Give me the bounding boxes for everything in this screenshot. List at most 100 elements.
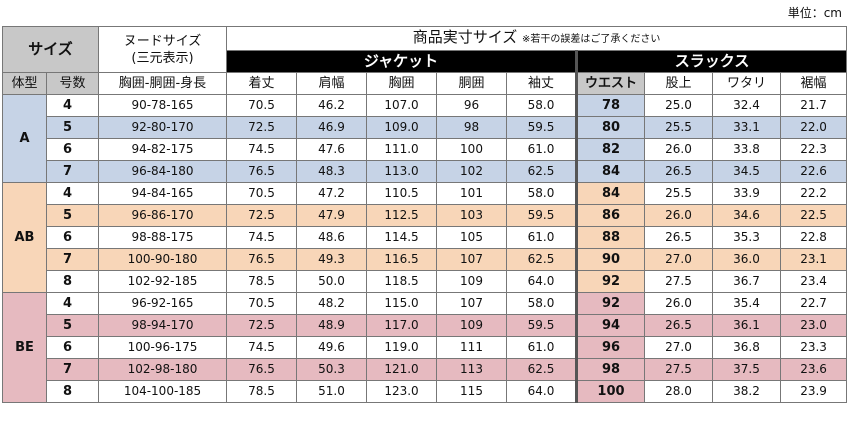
length-cell: 70.5 <box>226 292 297 315</box>
shoulder-cell: 48.2 <box>296 292 367 315</box>
shoulder-cell: 49.6 <box>296 336 367 359</box>
hem-cell: 23.9 <box>779 380 848 403</box>
jacket-waist-cell: 100 <box>436 138 507 161</box>
thigh-cell: 33.1 <box>712 116 781 139</box>
thigh-cell: 36.7 <box>712 270 781 293</box>
waist-cell: 78 <box>575 94 645 117</box>
col-sleeve: 袖丈 <box>506 72 577 95</box>
length-cell: 72.5 <box>226 314 297 337</box>
jacket-waist-cell: 101 <box>436 182 507 205</box>
rise-cell: 27.0 <box>644 248 713 271</box>
shoulder-cell: 48.9 <box>296 314 367 337</box>
shoulder-cell: 46.9 <box>296 116 367 139</box>
length-cell: 74.5 <box>226 226 297 249</box>
table-row: 8 104-100-185 78.5 51.0 123.0 115 64.0 100 28.0 3… <box>3 380 848 403</box>
sleeve-cell: 59.5 <box>506 314 577 337</box>
size-number-cell: 5 <box>46 204 99 227</box>
size-number-cell: 4 <box>46 182 99 205</box>
sleeve-cell: 62.5 <box>506 160 577 183</box>
chest-cell: 123.0 <box>366 380 437 403</box>
jacket-waist-cell: 102 <box>436 160 507 183</box>
nude-size-cell: 104-100-185 <box>98 380 227 403</box>
waist-cell: 90 <box>575 248 645 271</box>
rise-cell: 26.5 <box>644 314 713 337</box>
size-number-cell: 4 <box>46 94 99 117</box>
nude-size-header: ヌードサイズ (三元表示) <box>98 26 227 73</box>
length-cell: 78.5 <box>226 270 297 293</box>
sleeve-cell: 61.0 <box>506 226 577 249</box>
body-type-cell: A <box>2 94 47 183</box>
col-hem: 裾幅 <box>779 72 848 95</box>
hem-cell: 23.4 <box>779 270 848 293</box>
shoulder-cell: 46.2 <box>296 94 367 117</box>
size-number-cell: 4 <box>46 292 99 315</box>
waist-cell: 84 <box>575 182 645 205</box>
waist-cell: 84 <box>575 160 645 183</box>
rise-cell: 27.0 <box>644 336 713 359</box>
table-row: 5 96-86-170 72.5 47.9 112.5 103 59.5 86 26.0 34.6… <box>3 204 848 227</box>
jacket-waist-cell: 115 <box>436 380 507 403</box>
jacket-header: ジャケット <box>226 50 577 73</box>
table-row: 8 102-92-185 78.5 50.0 118.5 109 64.0 92 27.5 36.… <box>3 270 848 293</box>
col-jacket-waist: 胴囲 <box>436 72 507 95</box>
hem-cell: 22.2 <box>779 182 848 205</box>
jacket-waist-cell: 109 <box>436 270 507 293</box>
table-row: BE 4 96-92-165 70.5 48.2 115.0 107 58.0 92 26.0 35… <box>2 292 848 403</box>
sleeve-cell: 58.0 <box>506 182 577 205</box>
hem-cell: 22.7 <box>779 292 848 315</box>
table-row: 7 100-90-180 76.5 49.3 116.5 107 62.5 90 27.0 36.… <box>3 248 848 271</box>
jacket-waist-cell: 107 <box>436 248 507 271</box>
length-cell: 76.5 <box>226 358 297 381</box>
hem-cell: 22.6 <box>779 160 848 183</box>
col-thigh: ワタリ <box>712 72 781 95</box>
waist-cell: 86 <box>575 204 645 227</box>
nude-size-cell: 98-94-170 <box>98 314 227 337</box>
nude-size-cell: 94-84-165 <box>98 182 227 205</box>
nude-size-cell: 96-92-165 <box>98 292 227 315</box>
rise-cell: 26.0 <box>644 204 713 227</box>
col-shoulder: 肩幅 <box>296 72 367 95</box>
length-cell: 76.5 <box>226 248 297 271</box>
sleeve-cell: 58.0 <box>506 292 577 315</box>
nude-size-cell: 96-84-180 <box>98 160 227 183</box>
size-number-cell: 6 <box>46 336 99 359</box>
chest-cell: 110.5 <box>366 182 437 205</box>
nude-size-cell: 102-98-180 <box>98 358 227 381</box>
jacket-waist-cell: 107 <box>436 292 507 315</box>
sleeve-cell: 59.5 <box>506 116 577 139</box>
length-cell: 74.5 <box>226 138 297 161</box>
size-number-cell: 5 <box>46 314 99 337</box>
hem-cell: 22.0 <box>779 116 848 139</box>
table-row: 5 92-80-170 72.5 46.9 109.0 98 59.5 80 25.5 33.1 2… <box>3 116 848 139</box>
waist-cell: 80 <box>575 116 645 139</box>
shoulder-cell: 47.2 <box>296 182 367 205</box>
col-rise: 股上 <box>644 72 713 95</box>
length-cell: 76.5 <box>226 160 297 183</box>
sleeve-cell: 62.5 <box>506 248 577 271</box>
sleeve-cell: 61.0 <box>506 138 577 161</box>
thigh-cell: 33.9 <box>712 182 781 205</box>
waist-cell: 88 <box>575 226 645 249</box>
waist-cell: 94 <box>575 314 645 337</box>
product-size-note: ※若干の誤差はご了承ください <box>522 34 661 45</box>
jacket-waist-cell: 96 <box>436 94 507 117</box>
nude-size-label: ヌードサイズ <box>123 33 202 49</box>
rise-cell: 28.0 <box>644 380 713 403</box>
chest-cell: 115.0 <box>366 292 437 315</box>
chest-cell: 117.0 <box>366 314 437 337</box>
size-number-cell: 6 <box>46 138 99 161</box>
jacket-waist-cell: 103 <box>436 204 507 227</box>
chest-cell: 114.5 <box>366 226 437 249</box>
jacket-waist-cell: 109 <box>436 314 507 337</box>
unit-label: 単位：cm <box>787 6 842 20</box>
waist-cell: 92 <box>575 270 645 293</box>
hem-cell: 21.7 <box>779 94 848 117</box>
size-number-cell: 7 <box>46 160 99 183</box>
hem-cell: 22.3 <box>779 138 848 161</box>
slacks-header: スラックス <box>574 50 848 73</box>
table-row: A 4 90-78-165 70.5 46.2 107.0 96 58.0 78 25.0 32.4… <box>2 94 848 183</box>
length-cell: 72.5 <box>226 116 297 139</box>
waist-cell: 100 <box>575 380 645 403</box>
chest-cell: 121.0 <box>366 358 437 381</box>
body-type-cell: BE <box>2 292 47 403</box>
